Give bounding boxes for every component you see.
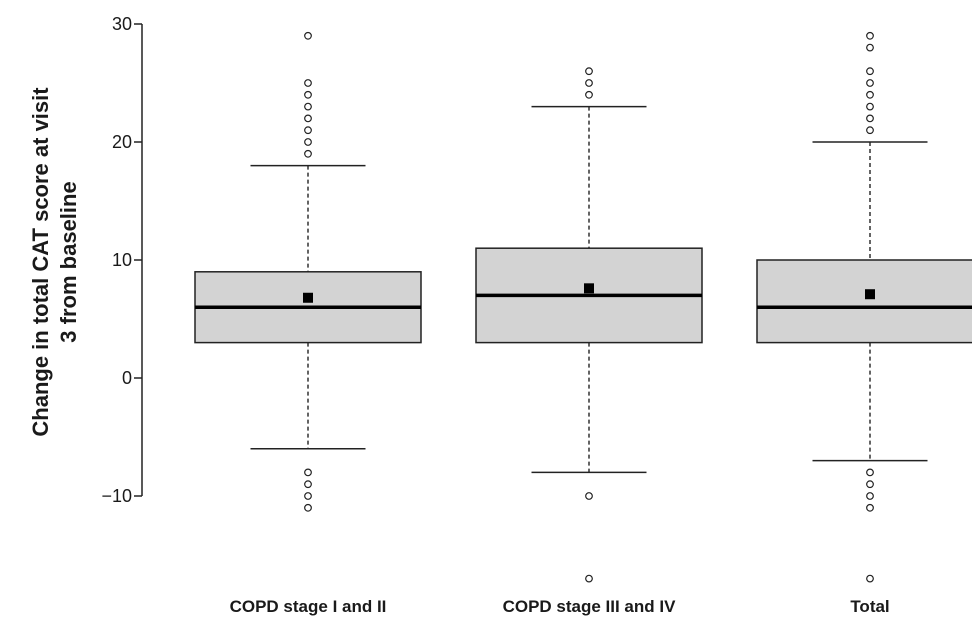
category-labels: COPD stage I and II COPD stage III and IV… — [230, 597, 890, 616]
y-tick-label-0: −10 — [101, 486, 132, 506]
outlier-point-10 — [304, 492, 312, 500]
y-tick-label-4: 30 — [112, 14, 132, 34]
outlier-point-11 — [866, 503, 874, 512]
outlier-point-7 — [304, 31, 312, 40]
outlier-point-7 — [866, 31, 874, 40]
mean-marker — [584, 283, 594, 294]
outlier-point-5 — [866, 67, 874, 76]
outlier-point-0 — [304, 149, 312, 158]
iqr-box — [756, 259, 972, 344]
outlier-point-4 — [304, 102, 312, 111]
outlier-point-1 — [866, 114, 874, 123]
y-axis: −10 0 10 20 30 — [101, 14, 143, 506]
outlier-point-3 — [866, 90, 874, 99]
y-tick-label-3: 20 — [112, 132, 132, 152]
outlier-point-4 — [866, 79, 874, 87]
outlier-point-0 — [585, 90, 593, 99]
outlier-point-9 — [304, 480, 312, 489]
y-tick-label-2: 10 — [112, 250, 132, 270]
y-axis-label-line-2: 3 from baseline — [56, 181, 81, 342]
outlier-point-5 — [304, 90, 312, 99]
box-group-1 — [194, 31, 422, 512]
outlier-point-0 — [866, 126, 874, 135]
outlier-point-11 — [304, 503, 312, 512]
outlier-point-2 — [585, 67, 593, 76]
outlier-point-9 — [866, 480, 874, 489]
outlier-point-12 — [866, 574, 874, 583]
box-group-3 — [756, 31, 972, 583]
boxes — [194, 31, 972, 583]
y-tick-label-1: 0 — [122, 368, 132, 388]
mean-marker — [865, 289, 875, 300]
category-label-3: Total — [850, 597, 889, 616]
category-label-2: COPD stage III and IV — [503, 597, 677, 616]
category-label-1: COPD stage I and II — [230, 597, 387, 616]
outlier-point-1 — [585, 79, 593, 87]
box-group-2 — [475, 67, 703, 583]
y-axis-label-line-1: Change in total CAT score at visit — [28, 87, 53, 437]
outlier-point-1 — [304, 138, 312, 146]
outlier-point-8 — [304, 468, 312, 477]
outlier-point-8 — [866, 468, 874, 477]
outlier-point-10 — [866, 492, 874, 500]
outlier-point-3 — [304, 114, 312, 123]
outlier-point-6 — [304, 79, 312, 87]
outlier-point-6 — [866, 43, 874, 52]
outlier-point-4 — [585, 574, 593, 583]
outlier-point-2 — [304, 126, 312, 135]
outlier-point-2 — [866, 102, 874, 111]
mean-marker — [303, 292, 313, 303]
outlier-point-3 — [585, 492, 593, 500]
